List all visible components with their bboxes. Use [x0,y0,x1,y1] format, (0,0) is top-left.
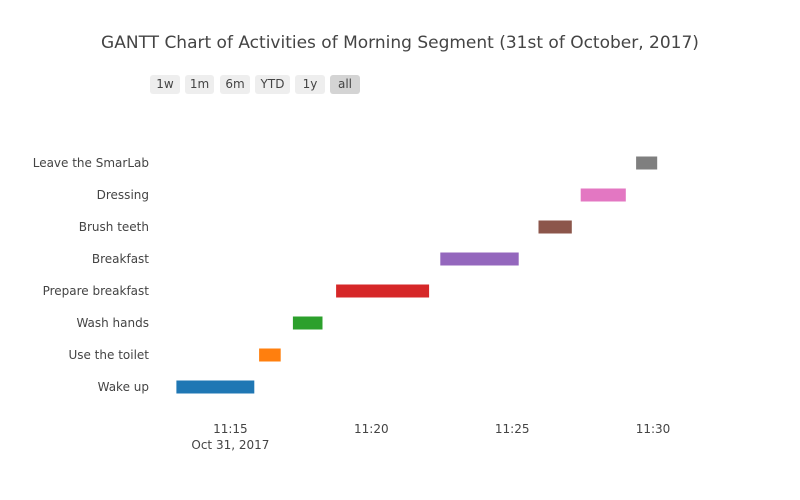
x-tick-label: 11:15 [213,422,248,436]
x-tick-label: 11:25 [495,422,530,436]
range-button-1w[interactable]: 1w [150,75,180,94]
x-tick-label: 11:20 [354,422,389,436]
gantt-bar[interactable] [440,252,519,266]
range-button-all[interactable]: all [330,75,360,94]
y-tick-label: Use the toilet [68,348,149,362]
gantt-bar[interactable] [336,284,430,298]
y-tick-label: Wash hands [76,316,149,330]
range-button-6m[interactable]: 6m [220,75,250,94]
range-button-1y[interactable]: 1y [295,75,325,94]
y-tick-label: Breakfast [92,252,149,266]
y-tick-label: Leave the SmarLab [33,156,149,170]
y-tick-label: Brush teeth [79,220,149,234]
gantt-bar[interactable] [538,220,572,234]
y-tick-label: Prepare breakfast [43,284,150,298]
gantt-bar[interactable] [636,156,658,170]
gantt-bar[interactable] [176,380,255,394]
x-tick-label: 11:30 [636,422,671,436]
gantt-bar[interactable] [580,188,626,202]
y-tick-label: Wake up [98,380,149,394]
chart-title: GANTT Chart of Activities of Morning Seg… [101,33,699,53]
range-button-1m[interactable]: 1m [185,75,214,94]
gantt-bar[interactable] [292,316,323,330]
gantt-bar[interactable] [259,348,281,362]
range-button-ytd[interactable]: YTD [255,75,290,94]
y-tick-label: Dressing [97,188,149,202]
x-date-label: Oct 31, 2017 [191,438,269,452]
